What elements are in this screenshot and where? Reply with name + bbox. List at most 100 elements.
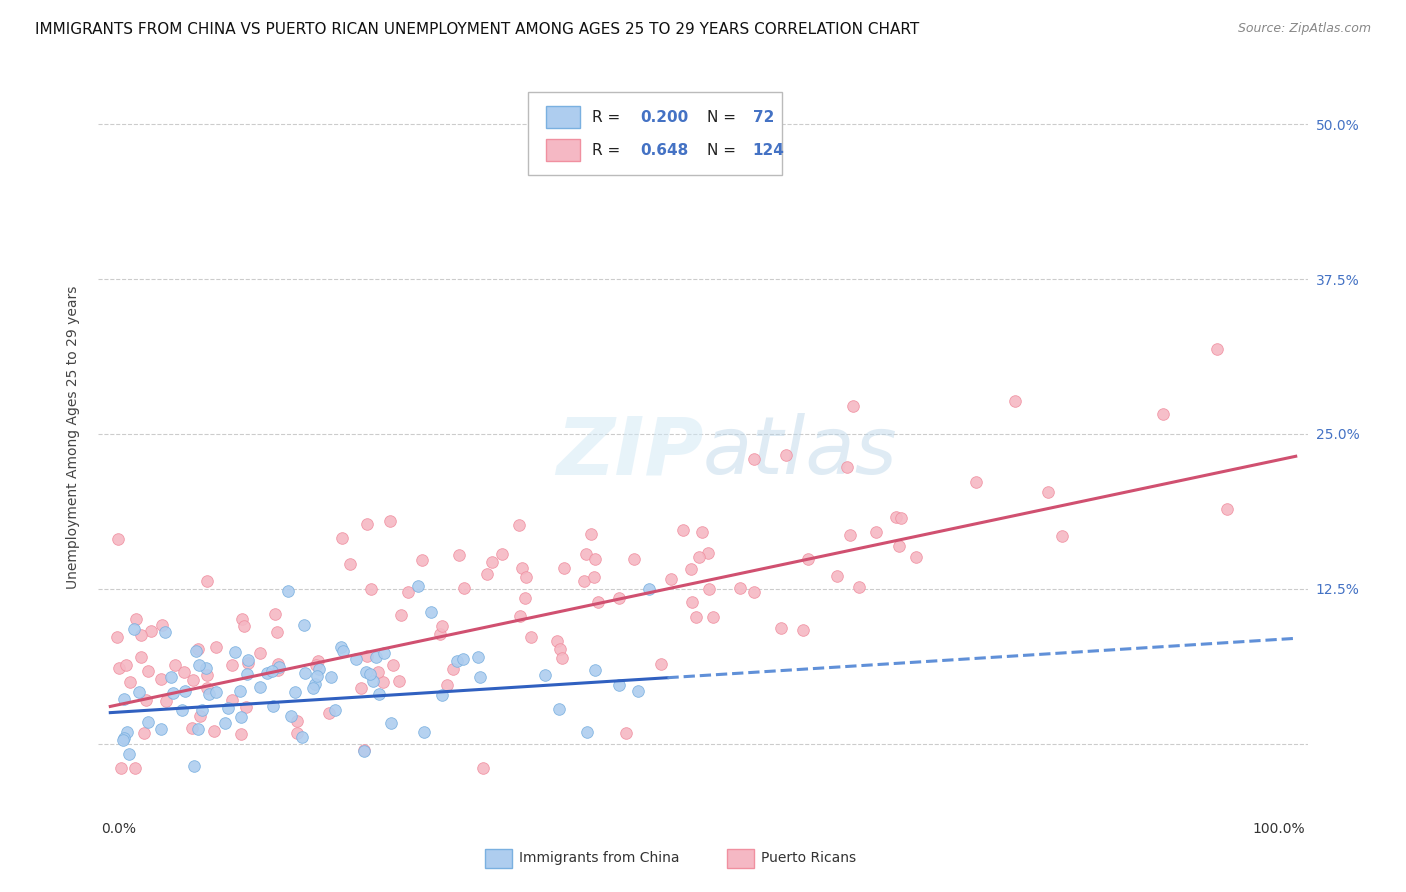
Point	[890, 511, 912, 525]
Point	[550, 642, 572, 657]
Point	[534, 667, 557, 681]
Point	[368, 687, 391, 701]
Point	[153, 624, 176, 639]
Point	[638, 582, 661, 596]
Text: 0.200: 0.200	[640, 110, 689, 125]
Point	[110, 761, 132, 775]
Point	[162, 685, 184, 699]
Point	[155, 694, 177, 708]
Bar	[546, 139, 579, 161]
Point	[224, 645, 246, 659]
Point	[325, 703, 347, 717]
Point	[280, 708, 302, 723]
Point	[135, 693, 157, 707]
Point	[572, 574, 595, 589]
Point	[681, 595, 703, 609]
Point	[396, 585, 419, 599]
Point	[378, 514, 401, 528]
Point	[283, 684, 305, 698]
Point	[217, 701, 239, 715]
Point	[181, 673, 204, 687]
Point	[769, 621, 792, 635]
Point	[108, 660, 131, 674]
Point	[453, 582, 475, 596]
Point	[236, 656, 259, 670]
Point	[685, 610, 707, 624]
Point	[266, 657, 288, 671]
Point	[262, 698, 284, 713]
Point	[389, 607, 412, 622]
Point	[373, 675, 395, 690]
Point	[125, 612, 148, 626]
Point	[344, 652, 367, 666]
Point	[150, 673, 173, 687]
Point	[267, 663, 290, 677]
Point	[294, 665, 316, 680]
Point	[353, 742, 375, 756]
Bar	[546, 106, 579, 128]
Text: R =: R =	[592, 143, 624, 158]
Point	[546, 634, 568, 648]
Point	[236, 666, 259, 681]
Point	[614, 726, 637, 740]
Point	[472, 761, 495, 775]
Point	[115, 724, 138, 739]
Point	[118, 747, 141, 761]
Point	[848, 580, 870, 594]
Text: R =: R =	[592, 110, 624, 125]
Point	[150, 617, 173, 632]
Point	[356, 648, 378, 663]
Point	[124, 761, 146, 775]
Point	[202, 723, 225, 738]
Point	[508, 518, 530, 533]
Point	[406, 579, 429, 593]
Point	[150, 722, 173, 736]
Point	[195, 681, 218, 695]
Point	[411, 553, 433, 567]
Point	[229, 709, 252, 723]
Point	[702, 610, 724, 624]
Point	[481, 555, 503, 569]
Point	[307, 655, 329, 669]
Point	[627, 684, 650, 698]
Point	[349, 681, 371, 695]
Point	[413, 724, 436, 739]
FancyBboxPatch shape	[527, 93, 782, 175]
Point	[361, 674, 384, 689]
Text: 0.0%: 0.0%	[101, 822, 136, 836]
Point	[679, 562, 702, 576]
Point	[551, 651, 574, 665]
Point	[1152, 407, 1174, 421]
Point	[382, 658, 405, 673]
Point	[229, 683, 252, 698]
Point	[441, 662, 464, 676]
Point	[825, 569, 848, 583]
Point	[214, 716, 236, 731]
Point	[184, 644, 207, 658]
Point	[467, 649, 489, 664]
Point	[690, 524, 713, 539]
Point	[132, 726, 155, 740]
Point	[301, 681, 323, 695]
Point	[583, 552, 606, 566]
Point	[548, 702, 571, 716]
Point	[136, 715, 159, 730]
Point	[650, 657, 672, 672]
Point	[194, 660, 217, 674]
Point	[260, 664, 283, 678]
Point	[515, 570, 537, 584]
Point	[256, 666, 278, 681]
Point	[744, 452, 766, 467]
Point	[553, 560, 575, 574]
Text: N =: N =	[707, 143, 741, 158]
Text: Puerto Ricans: Puerto Ricans	[761, 851, 856, 865]
Point	[112, 733, 135, 747]
Bar	[485, 849, 512, 868]
Point	[607, 591, 630, 605]
Point	[329, 640, 352, 654]
Point	[187, 657, 209, 672]
Text: atlas: atlas	[703, 413, 898, 491]
Point	[586, 595, 609, 609]
Text: IMMIGRANTS FROM CHINA VS PUERTO RICAN UNEMPLOYMENT AMONG AGES 25 TO 29 YEARS COR: IMMIGRANTS FROM CHINA VS PUERTO RICAN UN…	[35, 22, 920, 37]
Point	[364, 650, 387, 665]
